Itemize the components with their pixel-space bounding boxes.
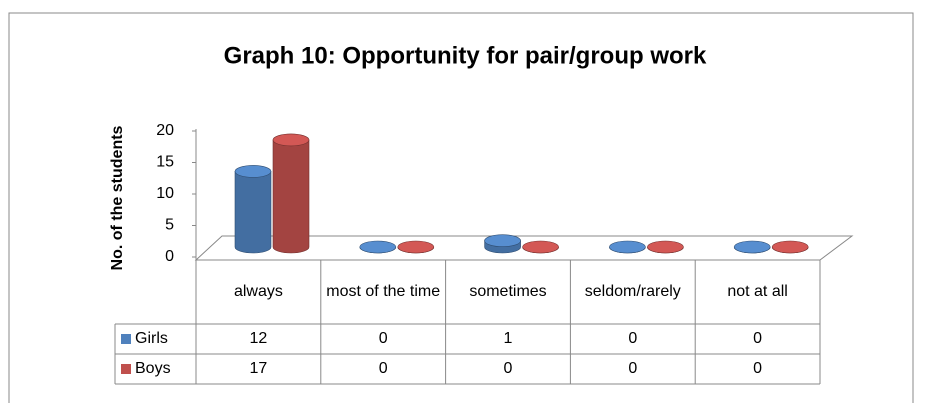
cylinder-top: [272, 133, 310, 147]
table-value: 0: [378, 330, 388, 347]
cylinder: [647, 240, 684, 254]
cylinder-top: [647, 240, 684, 254]
cylinder: [733, 240, 771, 254]
y-tick-label: 20: [156, 122, 174, 139]
cylinder-top: [484, 234, 521, 247]
category-label: not at all: [727, 283, 788, 300]
category-label: always: [233, 283, 283, 300]
cylinder: [484, 234, 521, 254]
chart-border: [8, 12, 914, 403]
cylinder: [272, 133, 310, 254]
cylinder-top: [609, 240, 646, 254]
cylinder-top: [771, 240, 809, 254]
table-value: 0: [378, 360, 388, 377]
table-value: 0: [628, 360, 638, 377]
category-label: sometimes: [469, 283, 547, 300]
cylinder-body: [272, 139, 310, 254]
table-value: 0: [628, 330, 638, 347]
category-label: most of the time: [326, 283, 441, 300]
cylinder: [234, 165, 272, 254]
category-label: seldom/rarely: [584, 283, 681, 300]
table-value: 12: [249, 330, 268, 347]
y-tick-label: 5: [165, 217, 174, 234]
legend-swatch: [121, 364, 131, 374]
table-value: 0: [503, 360, 513, 377]
cylinder: [522, 240, 559, 254]
cylinder-top: [733, 240, 771, 254]
cylinder: [771, 240, 809, 254]
cylinder-top: [234, 165, 272, 178]
y-axis-label: No. of the students: [109, 125, 126, 270]
table-value: 0: [753, 360, 763, 377]
cylinder: [359, 240, 397, 254]
y-tick-label: 10: [156, 185, 174, 202]
cylinder-body: [234, 171, 272, 254]
cylinder-top: [397, 240, 435, 254]
cylinder: [609, 240, 646, 254]
table-value: 0: [753, 330, 763, 347]
cylinder-top: [359, 240, 397, 254]
legend-label: Girls: [135, 330, 168, 347]
cylinder: [397, 240, 435, 254]
chart-title: Graph 10: Opportunity for pair/group wor…: [224, 42, 707, 69]
y-tick-label: 15: [156, 154, 174, 171]
legend-swatch: [121, 334, 131, 344]
table-value: 1: [503, 330, 513, 347]
y-tick-label: 0: [165, 248, 174, 265]
table-value: 17: [249, 360, 268, 377]
cylinder-top: [522, 240, 559, 254]
legend-label: Boys: [135, 360, 171, 377]
